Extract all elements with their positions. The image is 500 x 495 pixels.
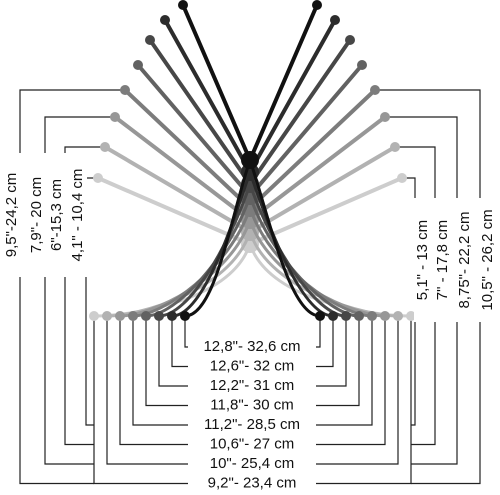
label-bg — [3, 153, 21, 277]
needle — [248, 3, 319, 162]
leader-line — [19, 89, 125, 485]
needle-end — [180, 311, 190, 321]
needle-end — [328, 311, 338, 321]
needle — [248, 38, 352, 186]
size-label: 4,1" - 10,4 cm — [69, 169, 86, 262]
label-bg — [456, 198, 474, 322]
needle — [148, 38, 252, 186]
label-bg — [69, 153, 87, 277]
size-label: 5,1" - 13 cm — [414, 220, 431, 300]
needle-end — [380, 311, 390, 321]
size-label: 11,8"- 30 cm — [210, 396, 293, 413]
size-label: 10,5" - 26,2 cm — [479, 209, 496, 310]
size-label: 10,6"- 27 cm — [210, 435, 295, 452]
needle-end — [315, 311, 325, 321]
needle — [103, 145, 252, 234]
needle-end — [115, 311, 125, 321]
needle-end — [167, 311, 177, 321]
needle — [248, 115, 387, 222]
needle-tip — [145, 35, 155, 45]
leader-line — [85, 177, 98, 426]
needle-end — [367, 311, 377, 321]
needle-end — [89, 311, 99, 321]
needle-end — [154, 311, 164, 321]
needle — [248, 88, 377, 210]
leader-line — [402, 177, 416, 426]
needle — [248, 176, 404, 246]
needle-end — [406, 311, 416, 321]
needle — [181, 3, 252, 162]
size-label: 10"- 25,4 cm — [210, 455, 295, 472]
needle — [113, 115, 252, 222]
label-bg — [188, 377, 316, 395]
size-label: 8,75"- 22,2 cm — [456, 211, 473, 308]
needle — [123, 88, 252, 210]
size-label: 11,2"- 28,5 cm — [204, 416, 300, 433]
needle-tip — [330, 15, 340, 25]
label-bg — [28, 153, 46, 277]
needle-tip — [120, 85, 130, 95]
size-label: 7" - 17,8 cm — [434, 220, 451, 300]
cable — [248, 159, 321, 318]
label-bg — [188, 357, 316, 376]
needle-tip — [390, 142, 400, 152]
joint — [241, 151, 259, 169]
leader-line — [44, 116, 115, 465]
label-bg — [414, 198, 432, 322]
size-label: 12,2"- 31 cm — [210, 377, 295, 394]
needle-tip — [312, 0, 322, 10]
cable — [184, 159, 252, 318]
label-bg — [188, 474, 316, 493]
label-bg — [188, 338, 316, 356]
label-bg — [188, 396, 316, 415]
needle-tip — [397, 173, 407, 183]
size-label: 9,2"- 23,4 cm — [208, 474, 297, 491]
needle-tip — [110, 112, 120, 122]
size-label: 9,5"-24,2 cm — [3, 173, 20, 258]
needle-tip — [93, 173, 103, 183]
needle-tip — [380, 112, 390, 122]
label-bg — [48, 153, 66, 277]
leader-line — [64, 146, 105, 446]
label-bg — [188, 455, 316, 473]
needle — [248, 18, 337, 174]
needle-end — [141, 311, 151, 321]
needle-end — [128, 311, 138, 321]
needle-end — [393, 311, 403, 321]
needle-end — [354, 311, 364, 321]
size-label: 6"-15,3 cm — [48, 179, 65, 251]
needle-end — [102, 311, 112, 321]
needle-end — [341, 311, 351, 321]
label-bg — [479, 198, 497, 322]
needle — [136, 63, 252, 198]
label-bg — [188, 416, 316, 434]
needle-tip — [100, 142, 110, 152]
needle — [96, 176, 252, 246]
needle-tip — [345, 35, 355, 45]
size-label: 12,6"- 32 cm — [210, 357, 295, 374]
size-label: 12,8"- 32,6 cm — [203, 338, 300, 355]
needle-tip — [160, 15, 170, 25]
needle-tip — [357, 60, 367, 70]
needle-tip — [370, 85, 380, 95]
label-bg — [188, 435, 316, 454]
label-bg — [434, 198, 452, 322]
needle — [163, 18, 252, 174]
needle-tip — [178, 0, 188, 10]
needle — [248, 145, 397, 234]
needle-tip — [133, 60, 143, 70]
needle — [248, 63, 364, 198]
size-label: 7,9"- 20 cm — [28, 177, 45, 253]
